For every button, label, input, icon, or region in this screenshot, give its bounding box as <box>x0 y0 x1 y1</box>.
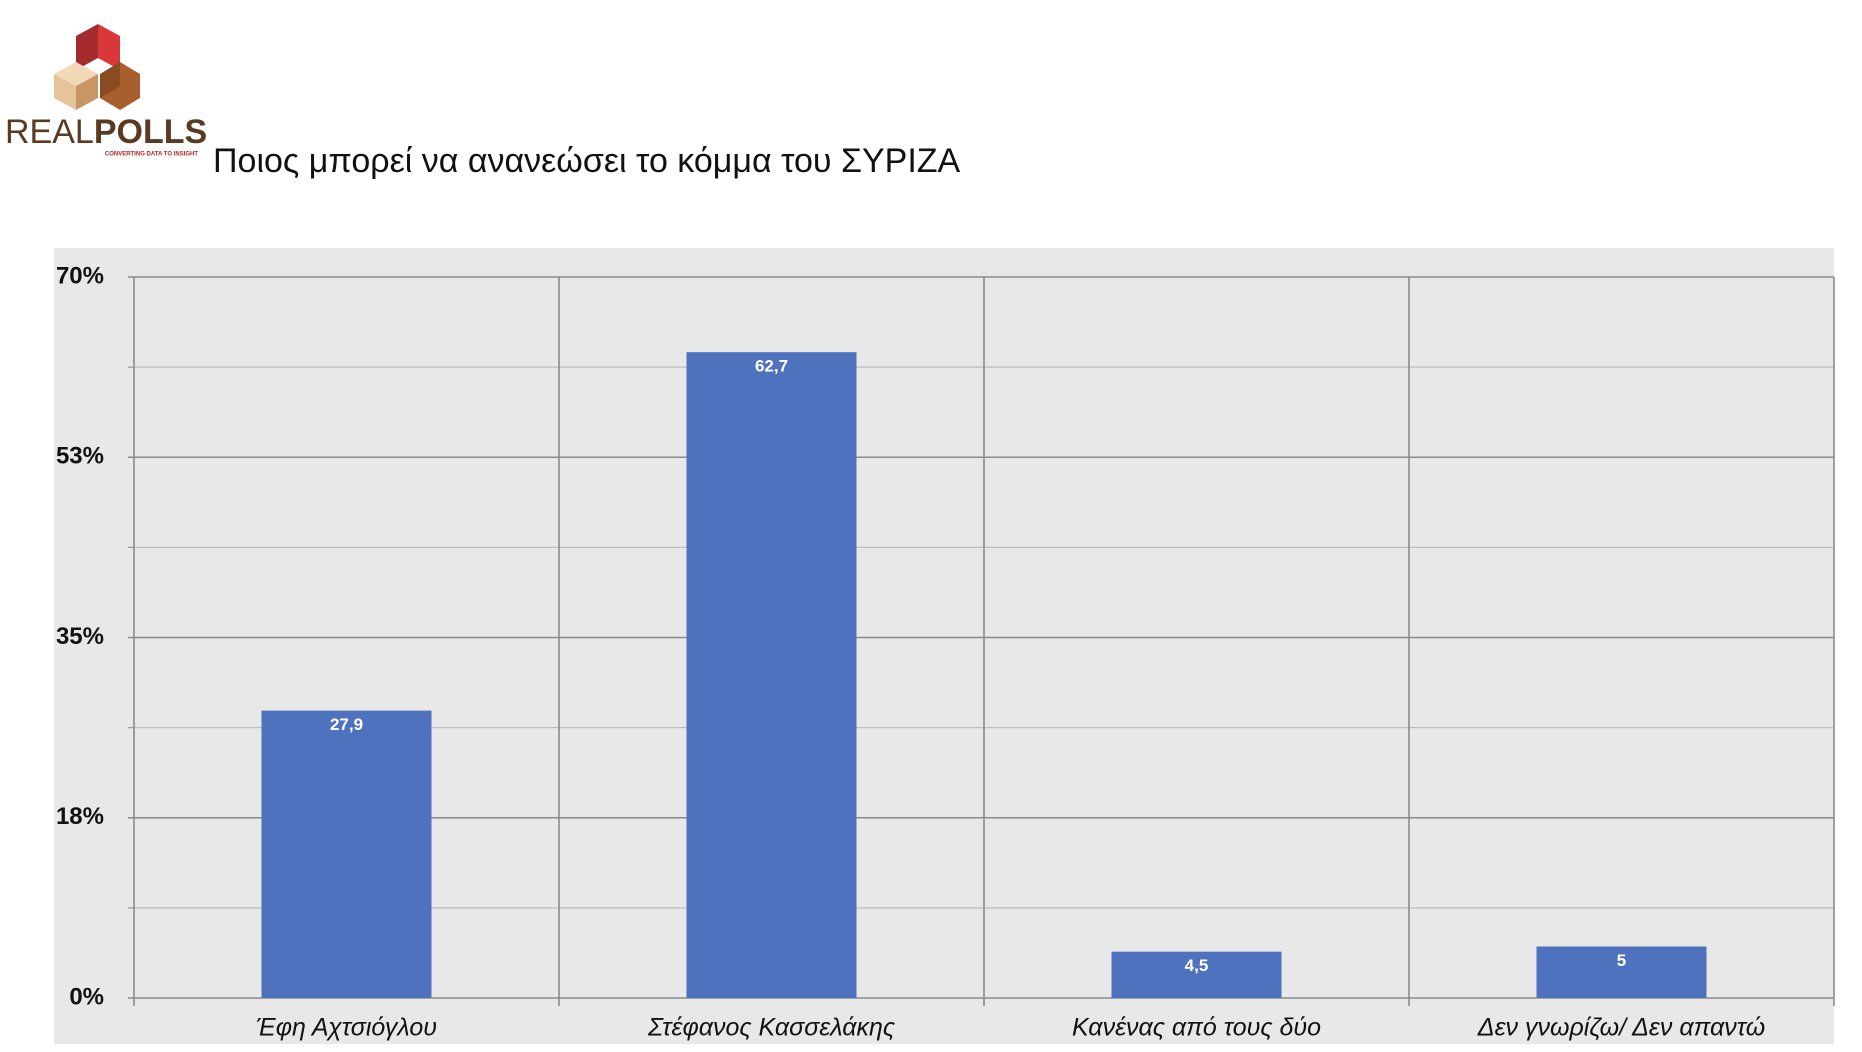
logo-cube <box>98 24 120 70</box>
bar <box>1536 946 1707 998</box>
data-label: 5 <box>1617 951 1626 970</box>
x-tick-label: Στέφανος Κασσελάκης <box>647 1014 896 1042</box>
y-tick-label: 18% <box>56 803 104 830</box>
chart-title: Ποιος μπορεί να ανανεώσει το κόμμα του Σ… <box>213 142 961 180</box>
logo-text: REALPOLLS <box>5 113 207 151</box>
logo-cube <box>76 74 98 110</box>
x-tick-label: Δεν γνωρίζω/ Δεν απαντώ <box>1477 1014 1765 1042</box>
y-tick-label: 35% <box>56 623 104 650</box>
bar <box>261 710 432 998</box>
data-label: 62,7 <box>755 357 788 376</box>
logo: REALPOLLS CONVERTING DATA TO INSIGHT <box>5 24 207 158</box>
x-tick-label: Έφη Αχτσιόγλου <box>256 1014 437 1042</box>
bar <box>686 352 857 998</box>
logo-cube <box>54 74 76 110</box>
bar <box>1111 951 1282 998</box>
logo-cube <box>76 24 98 70</box>
y-tick-label: 53% <box>56 443 104 470</box>
y-tick-label: 70% <box>56 262 104 289</box>
logo-light: REAL <box>5 113 94 151</box>
logo-cube <box>100 62 120 98</box>
logo-tagline: CONVERTING DATA TO INSIGHT <box>105 152 198 158</box>
data-label: 27,9 <box>330 715 363 734</box>
y-tick-label: 0% <box>69 983 104 1010</box>
logo-bold: POLLS <box>94 113 207 151</box>
data-label: 4,5 <box>1185 956 1209 975</box>
x-tick-label: Κανένας από τους δύο <box>1072 1014 1321 1042</box>
